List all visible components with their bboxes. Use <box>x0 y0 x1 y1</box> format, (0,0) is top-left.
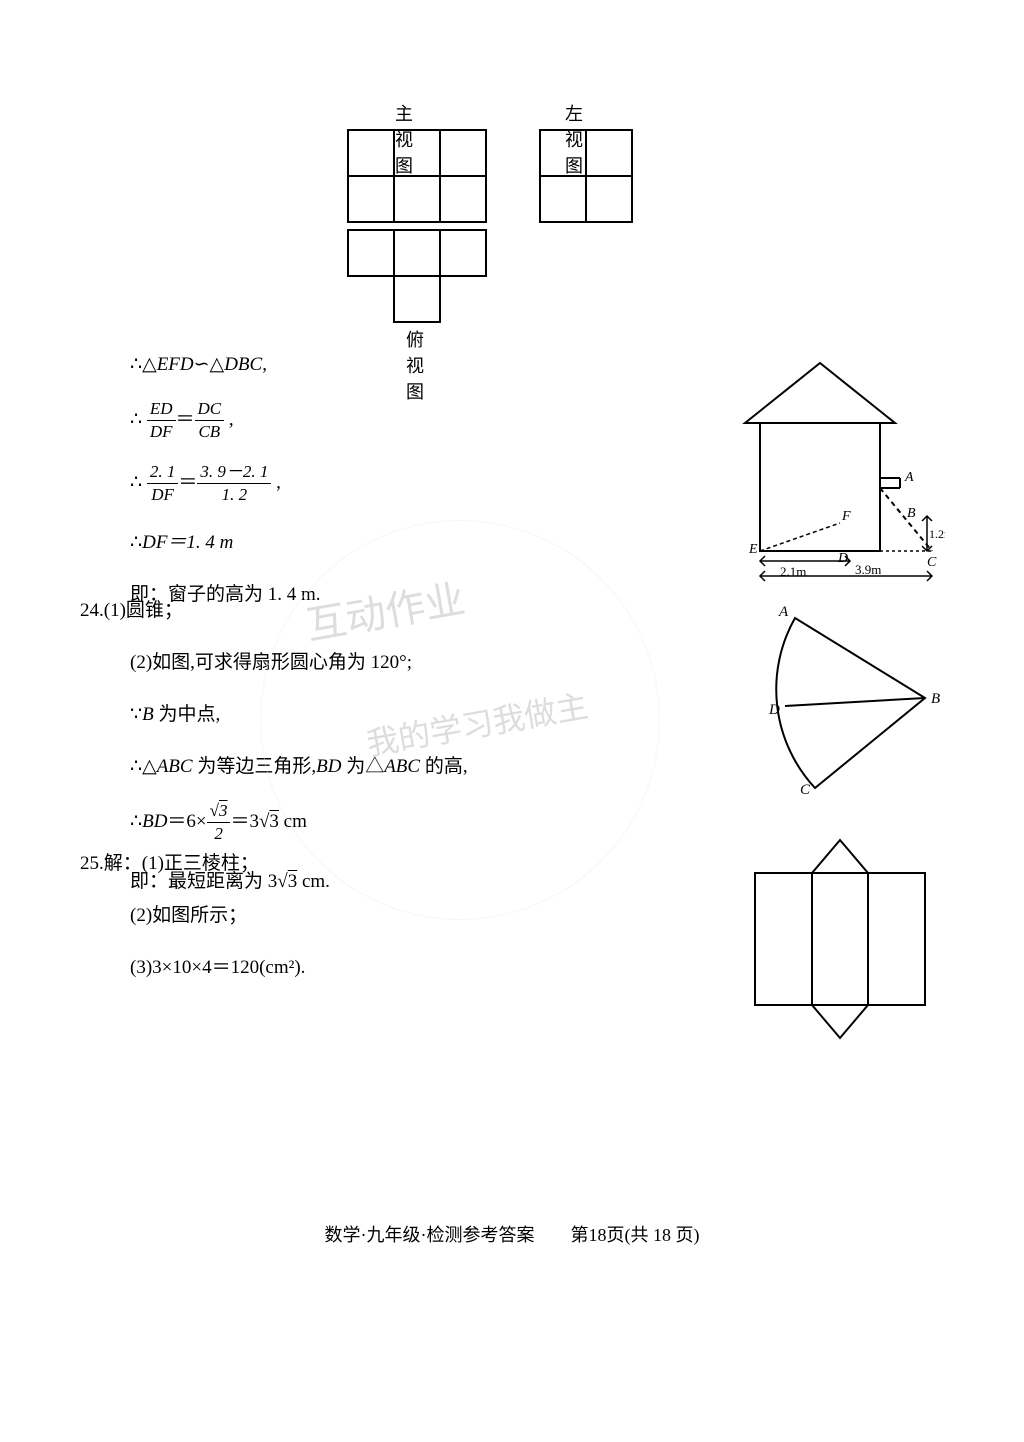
svg-text:A: A <box>778 604 789 620</box>
p24-2a: (2)如图,可求得扇形圆心角为 120°; <box>130 644 468 682</box>
svg-text:C: C <box>800 782 811 798</box>
svg-text:E: E <box>748 542 758 557</box>
p25-line3: (3)3×10×4＝120(cm²). <box>130 949 305 987</box>
sector-figure: A B C D <box>725 598 945 798</box>
p25-line1: 25.解：(1)正三棱柱； <box>80 845 305 883</box>
svg-text:B: B <box>907 506 916 521</box>
svg-text:1.2m: 1.2m <box>929 527 945 541</box>
line-ratio1: ∴ EDDF＝DCCB , <box>130 398 321 443</box>
p25-line2: (2)如图所示； <box>130 897 305 935</box>
svg-text:B: B <box>931 691 940 707</box>
p24-2b: ∵B 为中点, <box>130 696 468 734</box>
line-df: ∴DF＝1. 4 m <box>130 524 321 562</box>
line-ratio2: ∴ 2. 1DF＝3. 9－2. 11. 2 , <box>130 461 321 506</box>
page-footer: 数学·九年级·检测参考答案 第18页(共 18 页) <box>0 1221 1024 1247</box>
prism-net-figure <box>725 835 945 1045</box>
problem-25-block: 25.解：(1)正三棱柱； (2)如图所示； (3)3×10×4＝120(cm²… <box>80 845 305 1001</box>
left-view-grid <box>538 128 636 226</box>
solution-23-block: ∴△EFD∽△DBC, ∴ EDDF＝DCCB , ∴ 2. 1DF＝3. 9－… <box>80 346 321 628</box>
house-figure: A B F E D C 2.1m 3.9m 1.2m <box>705 358 945 583</box>
svg-text:C: C <box>927 555 937 570</box>
main-view-grid <box>346 128 490 226</box>
line-similar: ∴△EFD∽△DBC, <box>130 346 321 384</box>
p24-2c: ∴△ABC 为等边三角形,BD 为△ABC 的高, <box>130 748 468 786</box>
svg-text:D: D <box>768 702 780 718</box>
svg-text:3.9m: 3.9m <box>855 562 881 577</box>
svg-text:F: F <box>841 509 851 524</box>
p24-2d: ∴BD＝6×√32＝3√3 cm <box>130 800 468 845</box>
svg-text:A: A <box>904 470 914 485</box>
p24-num: 24.(1)圆锥； <box>80 592 468 630</box>
top-view-grid <box>346 228 490 326</box>
top-view-label: 俯视图 <box>406 326 424 404</box>
